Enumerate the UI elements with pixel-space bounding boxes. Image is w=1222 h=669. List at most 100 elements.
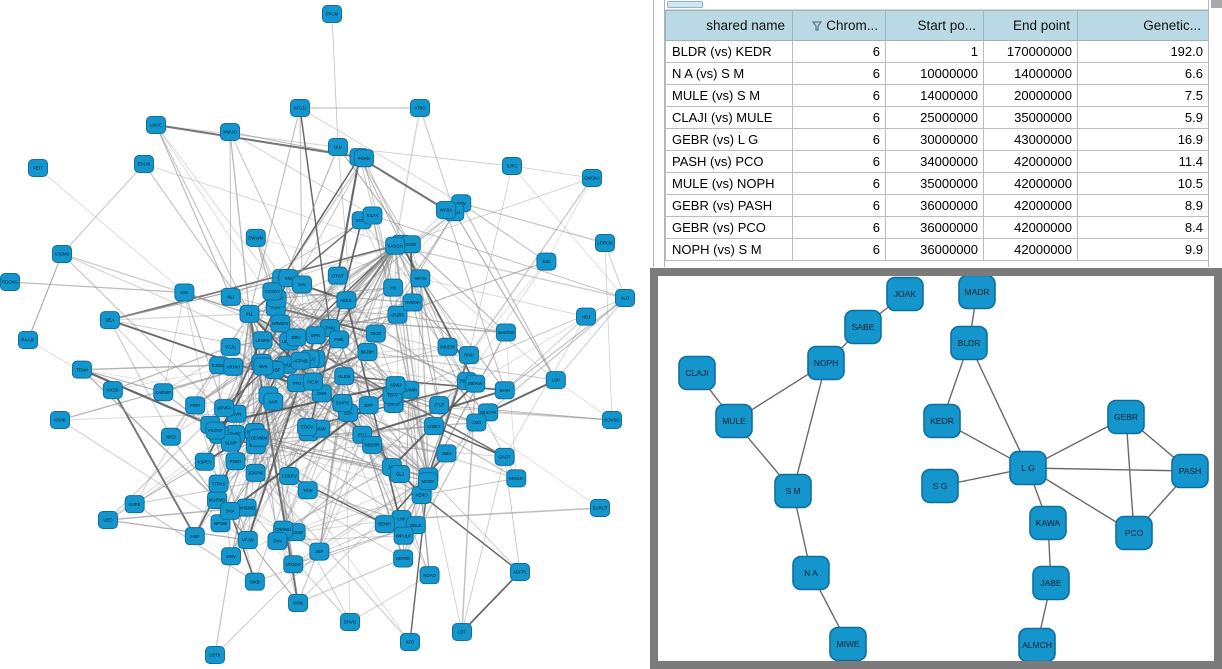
- detail-node-SG[interactable]: S G: [921, 468, 959, 504]
- table-cell[interactable]: 35000000: [885, 172, 984, 195]
- table-cell[interactable]: 30000000: [885, 128, 984, 151]
- overview-node[interactable]: GKM: [365, 324, 386, 343]
- table-cell[interactable]: GEBR (vs) PCO: [665, 216, 793, 239]
- overview-node[interactable]: KKSD: [102, 381, 123, 400]
- overview-node[interactable]: KILFA: [362, 206, 383, 225]
- overview-node[interactable]: IMUEW: [437, 337, 458, 356]
- table-row[interactable]: MULE (vs) NOPH 6 35000000 42000000 10.5: [665, 172, 1209, 195]
- table-row[interactable]: GEBR (vs) PCO 6 36000000 42000000 8.4: [665, 216, 1209, 239]
- overview-node[interactable]: HLEM: [334, 367, 355, 386]
- detail-node-PASH[interactable]: PASH: [1171, 453, 1209, 489]
- detail-edge-BLDR-LG[interactable]: [968, 342, 1029, 469]
- overview-node[interactable]: OEVMM: [248, 428, 269, 447]
- overview-node[interactable]: UTODO: [283, 555, 304, 574]
- column-header-end-point[interactable]: End point: [983, 10, 1078, 41]
- overview-node[interactable]: CIHPS: [332, 394, 353, 413]
- column-header-genetic[interactable]: Genetic...: [1077, 10, 1209, 41]
- overview-node[interactable]: EPR: [305, 326, 326, 345]
- detail-node-ALMCH[interactable]: ALMCH: [1018, 627, 1056, 662]
- overview-node[interactable]: PICJK: [302, 372, 323, 391]
- overview-node[interactable]: EMI: [174, 283, 195, 302]
- table-cell[interactable]: 8.4: [1077, 216, 1209, 239]
- overview-node[interactable]: CSKPU: [279, 466, 300, 485]
- panel-splitter[interactable]: [653, 0, 665, 267]
- detail-edge-GEBR-PCO[interactable]: [1125, 416, 1135, 534]
- overview-node[interactable]: RHU: [458, 346, 479, 365]
- table-cell[interactable]: 14000000: [983, 62, 1078, 85]
- table-cell[interactable]: MULE (vs) S M: [665, 84, 793, 107]
- table-hscrollbar-thumb[interactable]: [667, 1, 703, 8]
- table-cell[interactable]: 34000000: [885, 150, 984, 173]
- table-horizontal-scrollbar[interactable]: [665, 0, 1208, 10]
- overview-node[interactable]: IHBF: [184, 527, 205, 546]
- overview-node[interactable]: EOOV: [297, 417, 318, 436]
- overview-node[interactable]: SLMP: [220, 433, 241, 452]
- overview-node[interactable]: HBJ: [576, 307, 597, 326]
- detail-edge-LG-PASH[interactable]: [1027, 467, 1191, 472]
- detail-node-MULE[interactable]: MULE: [715, 403, 753, 439]
- network-overview-panel[interactable]: PFCM LWJC FEIT RDCNG VJGMS ERLNI MMUO KFCJJ UIU A…: [0, 0, 650, 669]
- overview-node[interactable]: NVBOR: [402, 293, 423, 312]
- table-cell[interactable]: 6: [792, 172, 886, 195]
- overview-node[interactable]: HRWDV: [270, 314, 291, 333]
- detail-node-PCO[interactable]: PCO: [1115, 515, 1153, 551]
- overview-node[interactable]: RDCNG: [0, 273, 20, 291]
- detail-node-KEDR[interactable]: KEDR: [923, 403, 961, 439]
- overview-node[interactable]: TCW: [297, 481, 318, 500]
- overview-node[interactable]: LDT: [452, 623, 472, 641]
- overview-node[interactable]: RAAJF: [18, 331, 38, 349]
- overview-node[interactable]: UIU: [328, 138, 348, 156]
- overview-node[interactable]: TTPAS: [208, 474, 229, 493]
- detail-node-SM[interactable]: S M: [774, 473, 812, 509]
- overview-node[interactable]: SJD: [536, 252, 557, 271]
- overview-node[interactable]: ATBO: [410, 99, 430, 117]
- table-cell[interactable]: 20000000: [983, 84, 1078, 107]
- detail-node-BLDR[interactable]: BLDR: [950, 325, 988, 361]
- overview-node[interactable]: VKTN: [410, 269, 431, 288]
- overview-node[interactable]: AIDUL: [336, 291, 357, 310]
- table-cell[interactable]: 16.9: [1077, 128, 1209, 151]
- overview-node[interactable]: DWWM: [245, 228, 266, 247]
- detail-node-MIWE[interactable]: MIWE: [829, 626, 867, 661]
- overview-node[interactable]: FWE: [328, 330, 349, 349]
- table-cell[interactable]: 36000000: [885, 216, 984, 239]
- detail-node-JOAK[interactable]: JOAK: [886, 276, 924, 312]
- overview-node[interactable]: ASHK: [50, 411, 70, 429]
- table-cell[interactable]: GEBR (vs) PASH: [665, 194, 793, 217]
- overview-node[interactable]: VAJBS: [387, 305, 408, 324]
- table-row[interactable]: CLAJI (vs) MULE 6 25000000 35000000 5.9: [665, 106, 1209, 129]
- overview-node[interactable]: LKNFD: [252, 331, 273, 350]
- table-cell[interactable]: 14000000: [885, 84, 984, 107]
- overview-node[interactable]: NRO: [160, 427, 181, 446]
- overview-node[interactable]: ASWJ: [385, 376, 406, 395]
- table-cell[interactable]: 36000000: [885, 194, 984, 217]
- overview-node[interactable]: KFD: [400, 633, 420, 651]
- overview-node[interactable]: NVK: [253, 357, 274, 376]
- detail-node-SABE[interactable]: SABE: [844, 309, 882, 345]
- table-cell[interactable]: 6: [792, 150, 886, 173]
- overview-network-canvas[interactable]: PFCM LWJC FEIT RDCNG VJGMS ERLNI MMUO KFCJJ UIU A…: [0, 0, 650, 669]
- overview-node[interactable]: UJV: [545, 371, 566, 390]
- overview-node[interactable]: PFD: [287, 374, 308, 393]
- overview-node[interactable]: BEWH: [374, 515, 395, 534]
- table-cell[interactable]: CLAJI (vs) MULE: [665, 106, 793, 129]
- table-cell[interactable]: PASH (vs) PCO: [665, 150, 793, 173]
- table-cell[interactable]: 10000000: [885, 62, 984, 85]
- overview-node[interactable]: SHA: [220, 501, 241, 520]
- overview-node[interactable]: KAEWP: [153, 383, 174, 402]
- detail-node-NOPH[interactable]: NOPH: [807, 345, 845, 381]
- overview-node[interactable]: CGSDV: [262, 282, 283, 301]
- table-row[interactable]: GEBR (vs) L G 6 30000000 43000000 16.9: [665, 128, 1209, 151]
- overview-node[interactable]: CMD: [466, 413, 487, 432]
- table-cell[interactable]: 7.5: [1077, 84, 1209, 107]
- overview-node[interactable]: MPVFA: [214, 399, 235, 418]
- overview-node[interactable]: OAOT: [494, 447, 515, 466]
- overview-node[interactable]: MCRK: [417, 472, 438, 491]
- table-cell[interactable]: 192.0: [1077, 40, 1209, 63]
- table-row[interactable]: MULE (vs) S M 6 14000000 20000000 7.5: [665, 84, 1209, 107]
- detail-node-JABE[interactable]: JABE: [1032, 565, 1070, 601]
- detail-network-canvas[interactable]: JOAK SABE NOPH CLAJI MULE S M N A MIWE MADR BLDR K…: [658, 276, 1214, 661]
- overview-node[interactable]: GMCKA: [582, 169, 602, 187]
- overview-node[interactable]: KHIH: [494, 381, 515, 400]
- table-cell[interactable]: MULE (vs) NOPH: [665, 172, 793, 195]
